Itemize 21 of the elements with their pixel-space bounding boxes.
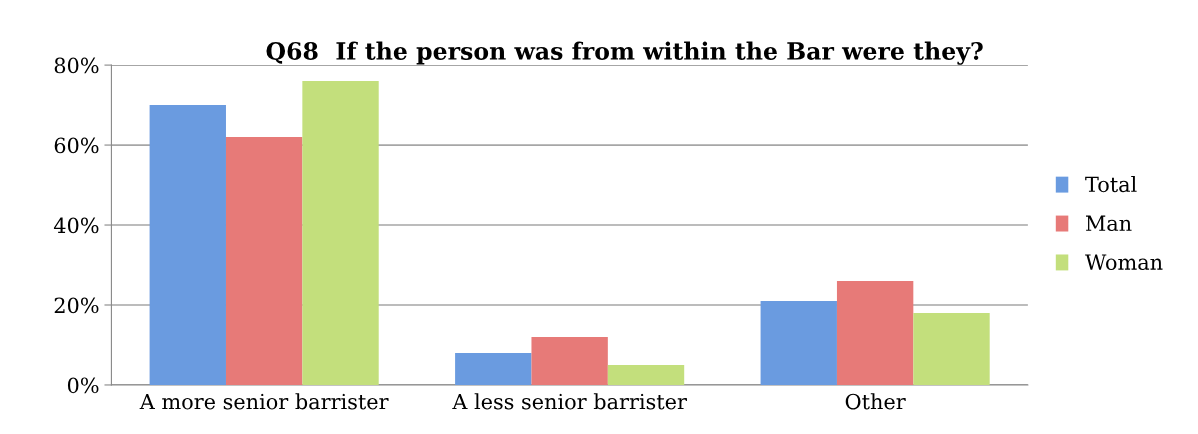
bar	[913, 312, 990, 385]
legend-label: Man	[1086, 215, 1132, 232]
y-tick-label: 60%	[54, 137, 99, 154]
chart-title: Q68 If the person was from within the Bar were they?	[266, 41, 983, 65]
y-tick-label: 80%	[54, 57, 99, 74]
y-tick-label: 40%	[53, 217, 99, 234]
x-tick-label: A less senior barrister	[452, 393, 687, 410]
bar	[531, 336, 608, 385]
legend-label: Total	[1085, 176, 1137, 193]
y-tick-label: 20%	[54, 297, 99, 314]
bar	[836, 281, 914, 385]
bar	[225, 137, 303, 385]
bar	[302, 81, 379, 385]
bar	[607, 364, 685, 385]
bar	[760, 301, 837, 385]
x-tick-label: Other	[845, 393, 906, 410]
bar	[149, 105, 226, 385]
x-tick-label: A more senior barrister	[139, 393, 389, 410]
legend-label: Woman	[1085, 254, 1163, 270]
bar	[455, 352, 532, 385]
y-tick-label: 0%	[67, 377, 99, 394]
